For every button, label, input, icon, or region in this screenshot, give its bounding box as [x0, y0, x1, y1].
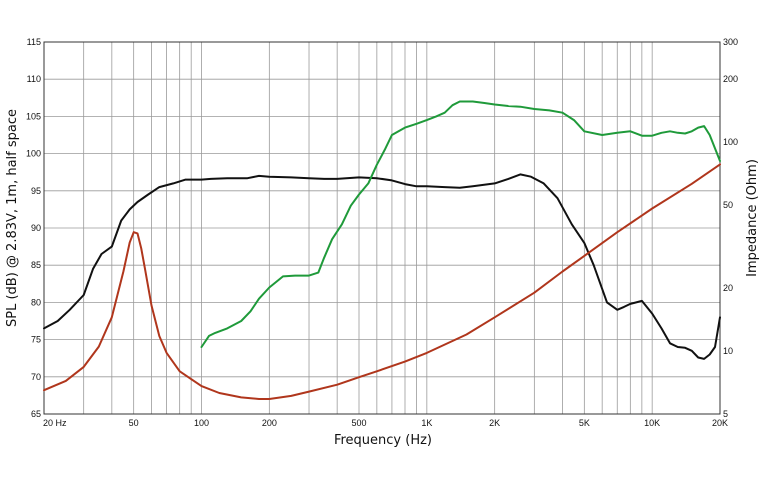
y-left-tick-label: 65	[31, 409, 41, 419]
x-tick-label: 200	[262, 418, 277, 428]
y-right-tick-label: 5	[723, 409, 728, 419]
y-left-tick-label: 80	[31, 297, 41, 307]
series-layer	[43, 100, 721, 400]
y-right-tick-label: 50	[723, 200, 733, 210]
impedance-curve	[43, 163, 721, 400]
y-right-tick-label: 200	[723, 74, 738, 84]
y-left-tick-label: 95	[31, 186, 41, 196]
y-left-tick-label: 70	[31, 372, 41, 382]
x-axis-title: Frequency (Hz)	[334, 433, 432, 448]
y-axis-right-title: Impedance (Ohm)	[745, 159, 760, 277]
x-tick-label: 20 Hz	[43, 418, 67, 428]
y-left-tick-label: 90	[31, 223, 41, 233]
y-left-tick-label: 75	[31, 335, 41, 345]
x-tick-label: 10K	[644, 418, 660, 428]
y-left-tick-label: 105	[26, 111, 41, 121]
x-tick-label: 2K	[489, 418, 500, 428]
y-left-tick-label: 115	[27, 37, 41, 47]
grid-layer	[44, 42, 720, 414]
x-tick-label: 500	[351, 418, 366, 428]
spl-curve-black	[43, 173, 721, 360]
x-tick-label: 100	[194, 418, 209, 428]
y-left-tick-label: 100	[26, 149, 41, 159]
y-right-tick-label: 100	[723, 137, 738, 147]
spl-curve-green	[200, 100, 721, 348]
y-axis-left-title: SPL (dB) @ 2.83V, 1m, half space	[5, 109, 20, 327]
y-left-tick-label: 110	[27, 74, 41, 84]
x-tick-label: 5K	[579, 418, 590, 428]
y-right-tick-label: 300	[723, 37, 738, 47]
x-tick-label: 50	[129, 418, 139, 428]
plot-frame	[43, 41, 721, 415]
y-right-tick-label: 10	[723, 346, 733, 356]
y-right-tick-label: 20	[723, 283, 733, 293]
tick-layer: 20 Hz 50 100 200 500 1K 2K 5K 10K 20K 65 70 75 80 85 90…	[26, 37, 738, 428]
x-tick-label: 1K	[421, 418, 432, 428]
x-tick-label: 20K	[712, 418, 728, 428]
y-left-tick-label: 85	[31, 260, 41, 270]
